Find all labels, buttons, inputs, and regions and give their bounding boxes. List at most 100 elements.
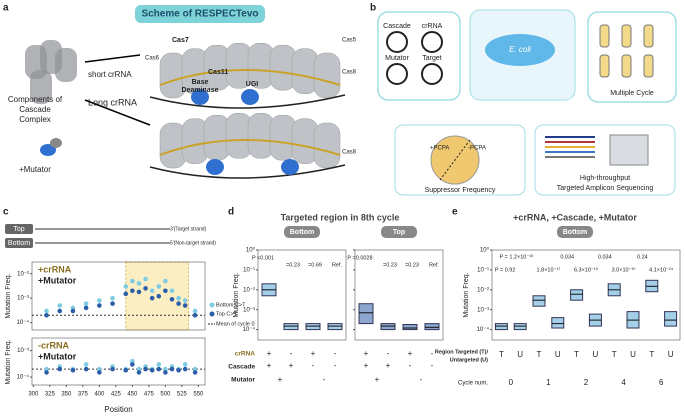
axis-title: Position: [104, 405, 132, 414]
panel-letter: e: [452, 207, 458, 218]
p-value: 0.034: [598, 254, 612, 260]
p-value: 3.0×10⁻¹⁵: [612, 266, 636, 273]
box: [327, 323, 343, 331]
point: [136, 366, 142, 372]
point: [130, 362, 135, 367]
arrow: [84, 99, 151, 126]
label: Suppressor Frequency: [425, 187, 496, 194]
point: [136, 370, 142, 375]
box: [570, 289, 584, 301]
point: [44, 308, 49, 314]
p-value: Ref.: [332, 262, 343, 268]
y-tick-label: 10⁻²: [477, 287, 489, 293]
point: [70, 308, 76, 314]
panel-letter: b: [370, 3, 376, 14]
x-tick-label: 500: [160, 392, 171, 398]
p-value: P =0.0028: [347, 255, 372, 261]
cas-subunit: [313, 52, 341, 99]
axes: [354, 249, 444, 341]
label: Cascade: [383, 23, 411, 30]
tube: [621, 24, 632, 48]
p-value: =0.23: [405, 262, 419, 268]
panel-letter: d: [228, 207, 234, 218]
point: [156, 293, 162, 299]
point: [110, 295, 115, 301]
point: [83, 366, 89, 372]
point: [57, 366, 63, 372]
box: [402, 324, 418, 331]
p-value: 6.3×10⁻¹⁹: [574, 266, 598, 273]
x-tick-label: T: [574, 350, 579, 359]
point: [57, 303, 63, 308]
panel-title: +crRNA, +Cascade, +Mutator: [513, 212, 637, 222]
point: [156, 362, 162, 367]
tube: [621, 54, 632, 78]
label: Multiple Cycle: [610, 90, 654, 97]
label: Cas6: [145, 56, 160, 62]
x-tick-label: T: [649, 350, 654, 359]
strand-badge: [5, 238, 33, 248]
tube: [599, 54, 610, 78]
label: E. coli: [509, 45, 531, 54]
sign: +: [278, 375, 283, 384]
point: [97, 298, 102, 303]
point: [182, 362, 188, 367]
point: [143, 286, 148, 291]
x-tick-label: 475: [144, 392, 155, 398]
row-label: crRNA: [235, 351, 256, 358]
point: [169, 366, 175, 372]
point: [169, 288, 175, 294]
point: [83, 301, 89, 306]
box: [494, 323, 508, 331]
sign: +: [375, 375, 380, 384]
x-tick-label: T: [537, 350, 542, 359]
point: [143, 276, 148, 282]
box: [380, 323, 396, 331]
point: [57, 308, 63, 314]
label: Top: [13, 226, 24, 233]
panel-letter: a: [3, 3, 9, 14]
box: [551, 317, 565, 329]
label: +Mutator: [38, 351, 77, 361]
point: [123, 291, 129, 297]
point: [110, 301, 115, 306]
point: [163, 370, 168, 375]
p-value: 1.8×10⁻¹⁷: [537, 266, 561, 273]
row-label: Mutator: [231, 377, 255, 384]
x-tick-label: 350: [61, 392, 72, 398]
sign: -: [334, 349, 337, 358]
box: [424, 323, 440, 331]
label: 5'(Non-target strand): [170, 240, 216, 246]
x-tick-label: T: [499, 350, 504, 359]
deaminase: [191, 89, 209, 105]
point: [176, 301, 181, 306]
label: short crRNA: [88, 70, 132, 79]
sign: -: [387, 349, 390, 358]
sign: +: [364, 349, 369, 358]
tube: [599, 24, 610, 48]
panel-frame: [377, 11, 461, 101]
p-value: 0.034: [560, 254, 574, 260]
x-tick-label: 1: [546, 378, 551, 387]
sign: +: [267, 349, 272, 358]
point: [149, 288, 155, 294]
point: [149, 367, 155, 373]
axis-title: Mutation Freq.: [463, 272, 470, 317]
deaminase: [241, 89, 259, 105]
panel-title: Targeted region in 8th cycle: [281, 212, 400, 222]
point: [163, 366, 168, 372]
p-value: P = 0.92: [495, 267, 516, 273]
point: [156, 284, 162, 289]
target-dna: [149, 164, 346, 179]
x-tick-label: T: [612, 350, 617, 359]
legend-swatch: [209, 311, 215, 317]
label: Deaminase: [182, 87, 219, 94]
point: [192, 366, 198, 372]
axes: [491, 249, 681, 341]
label: Cas7: [172, 37, 189, 44]
legend-label: Top C>T: [216, 311, 238, 317]
point: [83, 362, 89, 367]
label: +Mutator: [38, 275, 77, 285]
plasmid: [386, 31, 408, 53]
